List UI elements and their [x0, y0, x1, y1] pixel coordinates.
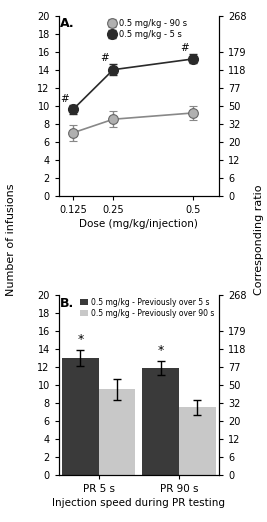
Text: Corresponding ratio: Corresponding ratio	[254, 185, 264, 295]
Text: #: #	[100, 53, 109, 63]
Text: #: #	[180, 43, 189, 53]
Bar	[179, 408, 215, 475]
Bar	[142, 368, 179, 475]
Text: *: *	[158, 344, 164, 357]
Text: *: *	[77, 333, 84, 346]
Bar	[99, 389, 135, 475]
Text: B.: B.	[60, 296, 74, 310]
Text: A.: A.	[60, 17, 75, 30]
X-axis label: Injection speed during PR testing: Injection speed during PR testing	[52, 498, 225, 508]
Legend: 0.5 mg/kg - Previously over 5 s, 0.5 mg/kg - Previously over 90 s: 0.5 mg/kg - Previously over 5 s, 0.5 mg/…	[80, 297, 215, 319]
Text: Number of infusions: Number of infusions	[6, 184, 16, 296]
Legend: 0.5 mg/kg - 90 s, 0.5 mg/kg - 5 s: 0.5 mg/kg - 90 s, 0.5 mg/kg - 5 s	[108, 18, 187, 40]
X-axis label: Dose (mg/kg/injection): Dose (mg/kg/injection)	[79, 219, 198, 229]
Text: #: #	[60, 94, 69, 104]
Bar	[62, 358, 99, 475]
